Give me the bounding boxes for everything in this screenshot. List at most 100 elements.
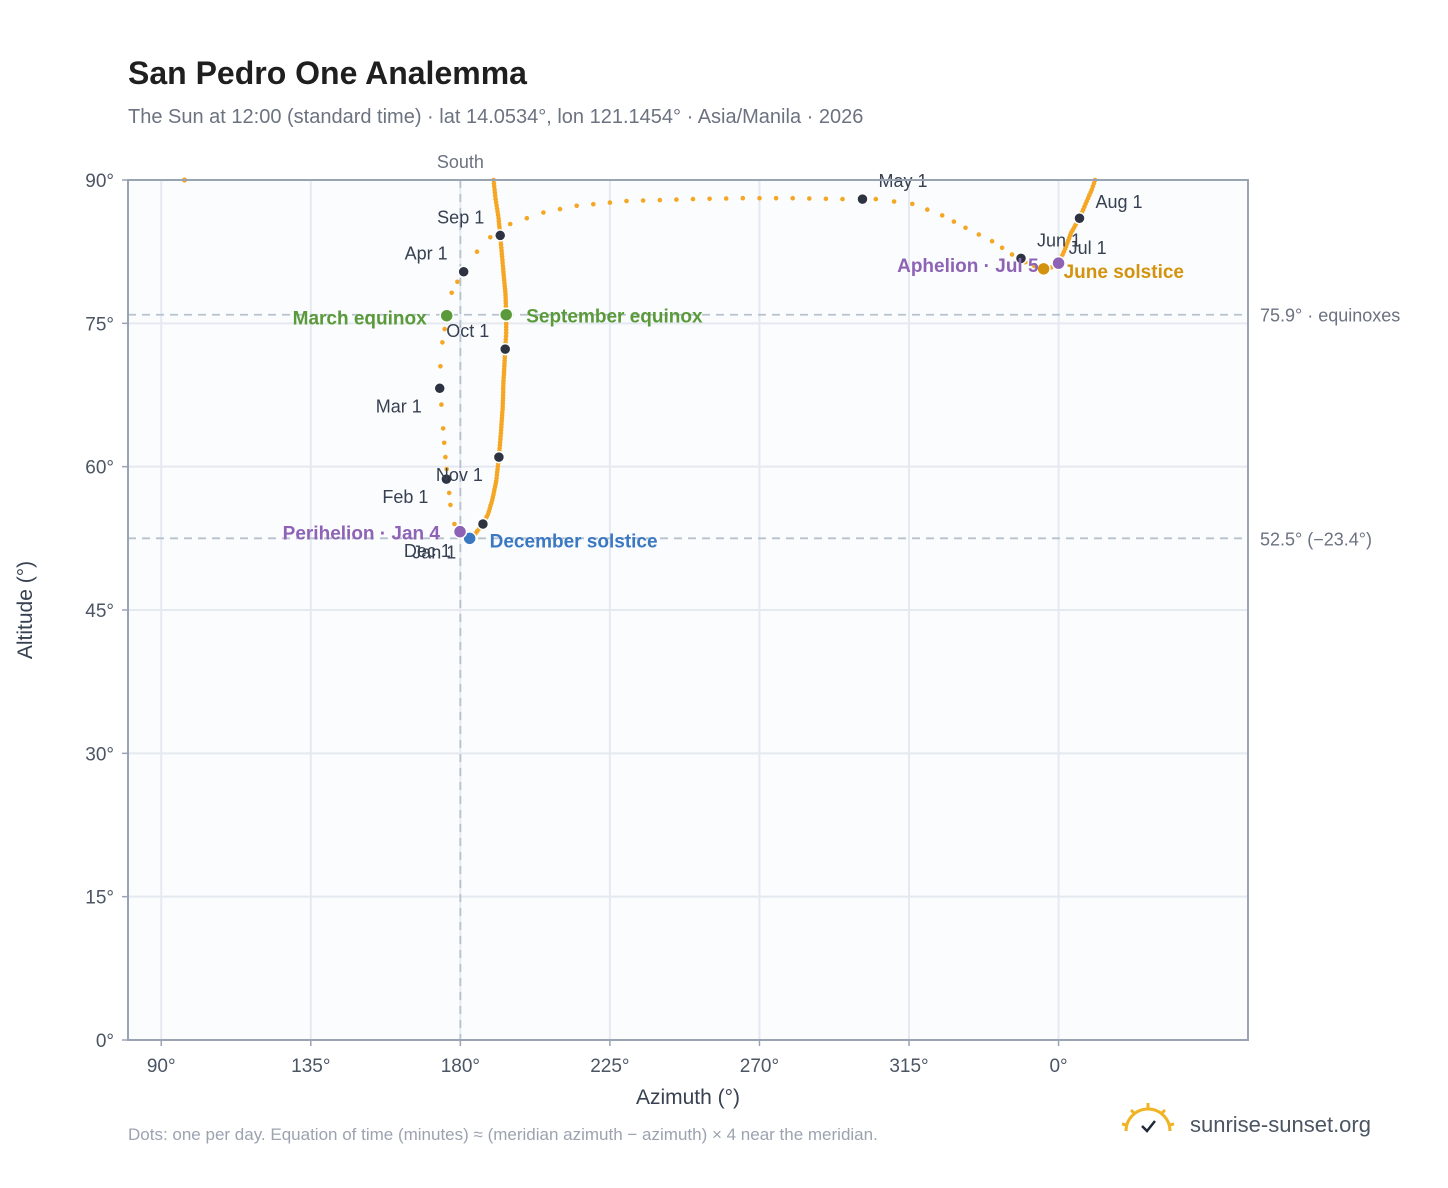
x-axis-title: Azimuth (°)	[636, 1086, 740, 1109]
daily-sun-dot	[910, 201, 915, 207]
event-label: September equinox	[526, 307, 703, 328]
daily-sun-dot	[449, 290, 455, 296]
daily-sun-dot	[557, 206, 563, 212]
daily-sun-dot	[452, 521, 457, 527]
month-marker	[457, 265, 470, 278]
daily-sun-dot	[723, 196, 729, 201]
daily-sun-dot	[891, 199, 897, 204]
daily-sun-dot	[999, 245, 1005, 251]
daily-sun-dot	[707, 196, 712, 202]
daily-sun-dot	[1009, 252, 1015, 257]
event-marker	[1051, 255, 1066, 271]
month-marker	[440, 472, 453, 486]
month-marker	[856, 192, 869, 206]
y-tick-label: 15°	[85, 888, 114, 909]
x-tick-label: 270°	[740, 1056, 779, 1077]
daily-sun-dot	[657, 197, 663, 203]
y-tick-label: 90°	[85, 171, 114, 192]
daily-sun-dot	[591, 201, 596, 207]
daily-sun-dot	[507, 221, 513, 227]
x-tick-label: 180°	[441, 1056, 480, 1077]
daily-sun-dot	[442, 326, 447, 332]
y-axis-title: Altitude (°)	[14, 561, 37, 659]
month-label: Jun 1	[1037, 230, 1081, 250]
reference-lines: South 75.9° · equinoxes 52.5° (−23.4°)	[128, 152, 1400, 1040]
month-label: Jan 1	[412, 542, 456, 562]
x-tick-label: 225°	[590, 1056, 629, 1077]
daily-sun-dot	[951, 219, 957, 224]
y-tick-label: 30°	[85, 744, 114, 765]
brand-sun-icon[interactable]	[1121, 1103, 1175, 1133]
x-tick-label: 90°	[147, 1056, 176, 1077]
daily-sun-dot	[757, 195, 762, 201]
daily-sun-dot	[939, 213, 945, 218]
daily-sun-dot	[1032, 263, 1037, 269]
month-marker	[493, 229, 507, 242]
daily-sun-dot	[440, 426, 446, 431]
daily-sun-dot	[448, 502, 453, 508]
daily-sun-dot	[574, 203, 579, 209]
daily-sun-dot	[488, 235, 493, 240]
month-label: Aug 1	[1096, 192, 1143, 212]
y-tick-label: 45°	[85, 601, 114, 622]
event-label: March equinox	[293, 309, 428, 330]
y-tick-label: 0°	[96, 1031, 114, 1052]
event-label: Aphelion · Jul 5	[897, 256, 1039, 277]
event-marker	[452, 524, 468, 539]
daily-sun-dot	[963, 225, 968, 231]
reference-line-label: 75.9° · equinoxes	[1260, 306, 1400, 326]
daily-sun-dot	[690, 196, 696, 202]
daily-sun-dot	[925, 207, 930, 212]
y-tick-label: 75°	[85, 314, 114, 335]
month-label: Apr 1	[405, 244, 448, 264]
meridian-label: South	[437, 152, 484, 172]
daily-sun-dot	[607, 200, 613, 205]
daily-sun-dot	[541, 210, 546, 215]
x-tick-label: 315°	[889, 1056, 928, 1077]
daily-sun-dot	[455, 279, 460, 285]
month-marker	[476, 517, 490, 531]
event-label: Perihelion · Jan 4	[283, 524, 441, 545]
event-marker	[439, 308, 454, 323]
daily-sun-dot	[439, 402, 444, 407]
month-marker	[433, 382, 446, 395]
brand-link[interactable]: sunrise-sunset.org	[1190, 1112, 1371, 1137]
month-marker	[1073, 211, 1086, 225]
x-tick-label: 0°	[1049, 1056, 1067, 1077]
event-marker	[498, 307, 514, 322]
month-label: Sep 1	[437, 207, 484, 227]
daily-sun-dot	[873, 196, 879, 202]
daily-sun-dot	[441, 440, 447, 446]
month-label: Mar 1	[376, 396, 422, 416]
month-marker	[498, 342, 512, 356]
reference-line-label: 52.5° (−23.4°)	[1260, 529, 1372, 549]
footer-note: Dots: one per day. Equation of time (min…	[128, 1125, 878, 1144]
month-label: Dec 1	[404, 541, 451, 561]
month-marker	[492, 450, 506, 464]
event-markers: March equinox September equinox December s…	[283, 255, 1184, 552]
month-label: Feb 1	[382, 487, 428, 507]
month-marker	[1014, 252, 1028, 265]
daily-sun-dot	[674, 197, 679, 202]
month-label: Nov 1	[436, 465, 483, 485]
month-label: Jul 1	[1069, 238, 1107, 258]
daily-sun-dot	[840, 196, 845, 202]
event-label: June solstice	[1064, 262, 1184, 283]
daily-sun-dot	[444, 466, 450, 472]
daily-sun-dot	[823, 196, 829, 202]
daily-sun-dot	[474, 249, 480, 254]
event-marker	[1036, 261, 1051, 277]
month-label: May 1	[878, 171, 927, 191]
event-label: December solstice	[490, 531, 658, 552]
month-label: Oct 1	[446, 321, 489, 341]
daily-sun-dot	[438, 364, 443, 369]
daily-sun-dot	[740, 195, 746, 201]
daily-sun-dot	[989, 238, 995, 244]
daily-sun-dot	[807, 196, 812, 201]
chart-title: San Pedro One Analemma	[128, 55, 527, 91]
daily-sun-dot	[976, 232, 982, 237]
daily-sun-dot	[624, 198, 629, 204]
axis-ticks: 90° 135° 180° 225° 270° 315° 0° 0° 15° 30° 45° 60° 7…	[85, 171, 1067, 1077]
